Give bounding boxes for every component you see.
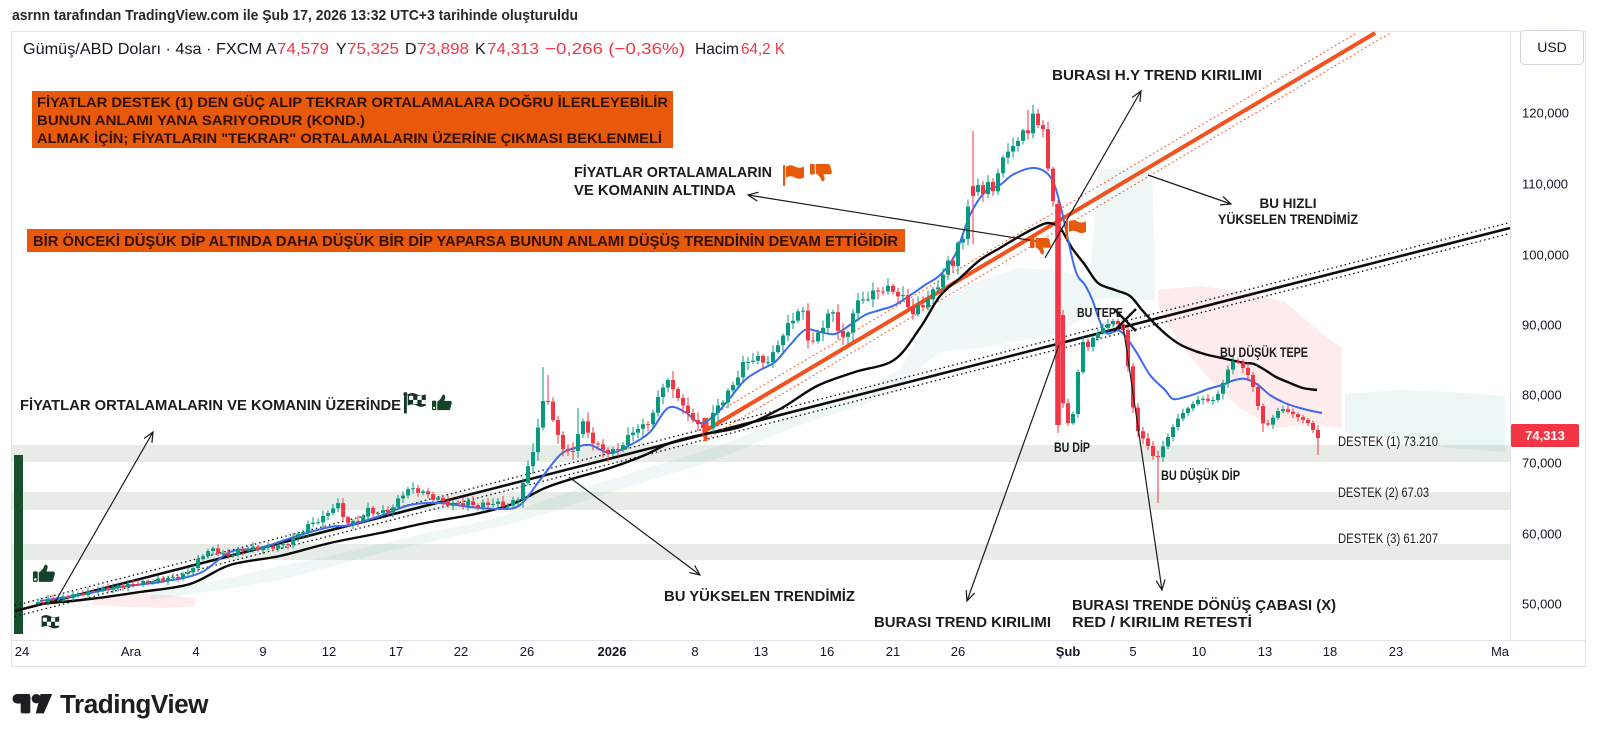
svg-text:21: 21 bbox=[886, 644, 900, 659]
svg-text:12: 12 bbox=[322, 644, 336, 659]
svg-text:22: 22 bbox=[454, 644, 468, 659]
svg-text:74,313: 74,313 bbox=[487, 41, 539, 58]
svg-text:D: D bbox=[405, 41, 417, 58]
svg-text:64,2 K: 64,2 K bbox=[741, 41, 785, 58]
svg-text:74,579: 74,579 bbox=[277, 41, 329, 58]
svg-text:13: 13 bbox=[754, 644, 768, 659]
svg-text:−0,266 (−0,36%): −0,266 (−0,36%) bbox=[545, 41, 685, 58]
svg-text:110,000: 110,000 bbox=[1522, 177, 1568, 192]
svg-text:Ara: Ara bbox=[121, 644, 142, 659]
svg-text:18: 18 bbox=[1323, 644, 1337, 659]
svg-text:BURASI TREND KIRILIMI: BURASI TREND KIRILIMI bbox=[874, 614, 1051, 631]
svg-text:13: 13 bbox=[1258, 644, 1272, 659]
svg-text:BUNUN ANLAMI YANA SARIYORDUR (: BUNUN ANLAMI YANA SARIYORDUR (KOND.) bbox=[37, 112, 365, 128]
svg-text:BU YÜKSELEN TRENDİMİZ: BU YÜKSELEN TRENDİMİZ bbox=[664, 588, 855, 605]
svg-text:A: A bbox=[266, 41, 277, 58]
svg-text:100,000: 100,000 bbox=[1522, 248, 1569, 263]
svg-text:8: 8 bbox=[691, 644, 698, 659]
svg-text:BU DÜŞÜK DİP: BU DÜŞÜK DİP bbox=[1161, 468, 1240, 483]
svg-text:120,000: 120,000 bbox=[1522, 106, 1569, 121]
svg-text:24: 24 bbox=[15, 644, 29, 659]
svg-text:4: 4 bbox=[192, 644, 199, 659]
svg-text:10: 10 bbox=[1192, 644, 1206, 659]
svg-text:BİR ÖNCEKİ DÜŞÜK DİP ALTINDA D: BİR ÖNCEKİ DÜŞÜK DİP ALTINDA DAHA DÜŞÜK … bbox=[33, 232, 899, 250]
svg-text:60,000: 60,000 bbox=[1522, 527, 1562, 542]
svg-text:Y: Y bbox=[336, 41, 347, 58]
svg-text:16: 16 bbox=[820, 644, 834, 659]
svg-text:FİYATLAR ORTALAMALARIN: FİYATLAR ORTALAMALARIN bbox=[574, 164, 772, 181]
svg-text:RED / KIRILIM RETESTİ: RED / KIRILIM RETESTİ bbox=[1072, 614, 1252, 631]
svg-text:70,000: 70,000 bbox=[1522, 456, 1562, 471]
svg-text:17: 17 bbox=[389, 644, 403, 659]
svg-text:asrnn tarafından TradingView.c: asrnn tarafından TradingView.com ile Şub… bbox=[12, 7, 578, 24]
svg-text:TradingView: TradingView bbox=[60, 691, 209, 719]
svg-text:DESTEK (3) 61.207: DESTEK (3) 61.207 bbox=[1338, 531, 1438, 546]
svg-text:80,000: 80,000 bbox=[1522, 388, 1562, 403]
svg-text:90,000: 90,000 bbox=[1522, 318, 1562, 333]
svg-text:75,325: 75,325 bbox=[347, 41, 399, 58]
svg-text:26: 26 bbox=[951, 644, 965, 659]
svg-text:Şub: Şub bbox=[1056, 644, 1081, 659]
svg-text:BU DİP: BU DİP bbox=[1054, 440, 1090, 455]
svg-text:BU HIZLI: BU HIZLI bbox=[1260, 196, 1317, 211]
svg-text:74,313: 74,313 bbox=[1525, 428, 1565, 443]
svg-text:BU DÜŞÜK TEPE: BU DÜŞÜK TEPE bbox=[1220, 345, 1308, 360]
svg-text:9: 9 bbox=[259, 644, 266, 659]
svg-text:23: 23 bbox=[1389, 644, 1403, 659]
svg-text:5: 5 bbox=[1129, 644, 1136, 659]
svg-text:Gümüş/ABD Doları · 4sa · FXCM: Gümüş/ABD Doları · 4sa · FXCM bbox=[23, 41, 262, 58]
svg-text:ALMAK İÇİN; FİYATLARIN "TEKRAR: ALMAK İÇİN; FİYATLARIN "TEKRAR" ORTALAMA… bbox=[37, 130, 662, 146]
svg-text:FİYATLAR ORTALAMALARIN VE KOMA: FİYATLAR ORTALAMALARIN VE KOMANIN ÜZERİN… bbox=[20, 397, 401, 414]
svg-text:50,000: 50,000 bbox=[1522, 597, 1562, 612]
svg-text:BURASI TRENDE DÖNÜŞ ÇABASI (X): BURASI TRENDE DÖNÜŞ ÇABASI (X) bbox=[1072, 597, 1336, 614]
svg-text:DESTEK (2) 67.03: DESTEK (2) 67.03 bbox=[1338, 485, 1429, 500]
svg-text:DESTEK (1) 73.210: DESTEK (1) 73.210 bbox=[1338, 434, 1438, 449]
svg-text:YÜKSELEN TRENDİMİZ: YÜKSELEN TRENDİMİZ bbox=[1218, 212, 1358, 227]
svg-text:FİYATLAR DESTEK (1) DEN GÜÇ AL: FİYATLAR DESTEK (1) DEN GÜÇ ALIP TEKRAR … bbox=[37, 93, 668, 110]
svg-text:2026: 2026 bbox=[598, 644, 627, 659]
svg-text:BU TEPE: BU TEPE bbox=[1077, 306, 1123, 320]
svg-text:Ma: Ma bbox=[1491, 644, 1510, 659]
svg-text:73,898: 73,898 bbox=[417, 41, 469, 58]
svg-text:VE KOMANIN ALTINDA: VE KOMANIN ALTINDA bbox=[574, 182, 736, 199]
svg-text:K: K bbox=[475, 41, 486, 58]
svg-text:Hacim: Hacim bbox=[695, 41, 739, 58]
svg-text:BURASI H.Y TREND KIRILIMI: BURASI H.Y TREND KIRILIMI bbox=[1052, 67, 1262, 84]
svg-text:26: 26 bbox=[520, 644, 534, 659]
svg-text:USD: USD bbox=[1537, 39, 1567, 55]
